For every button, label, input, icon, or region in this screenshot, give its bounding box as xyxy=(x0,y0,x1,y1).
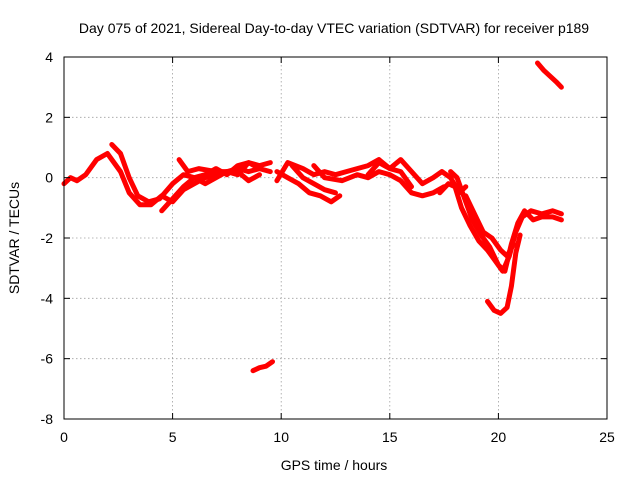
series-track-h xyxy=(311,163,447,199)
series-track-a xyxy=(61,151,273,208)
y-axis-label: SDTVAR / TECUs xyxy=(6,182,22,294)
series-track-i xyxy=(365,157,469,196)
x-tick-label: 25 xyxy=(599,429,615,445)
x-tick-label: 5 xyxy=(169,429,177,445)
y-tick-label: 4 xyxy=(45,49,53,65)
series-track-n xyxy=(535,60,564,90)
chart-title: Day 075 of 2021, Sidereal Day-to-day VTE… xyxy=(79,20,589,36)
x-tick-label: 15 xyxy=(382,429,398,445)
series-track-k xyxy=(448,169,564,274)
series-track-g xyxy=(289,163,338,196)
x-tick-label: 10 xyxy=(273,429,289,445)
y-tick-label: -8 xyxy=(41,411,54,427)
grid xyxy=(64,57,607,419)
series-track-b xyxy=(109,142,273,205)
y-tick-label: -2 xyxy=(41,230,54,246)
ticks: 0 5 10 15 20 25 -8 -6 -4 -2 0 2 4 xyxy=(41,49,615,445)
series-track-d xyxy=(176,157,262,184)
x-axis-label: GPS time / hours xyxy=(281,457,388,473)
series-track-m xyxy=(485,232,523,316)
y-tick-label: -4 xyxy=(41,290,54,306)
y-tick-label: 2 xyxy=(45,109,53,125)
x-tick-label: 20 xyxy=(491,429,507,445)
y-tick-label: 0 xyxy=(45,170,53,186)
series-track-o xyxy=(250,359,275,374)
series-track-l xyxy=(463,193,517,259)
series-layer xyxy=(61,60,564,374)
y-tick-label: -6 xyxy=(41,351,54,367)
series-track-j xyxy=(437,181,564,274)
x-tick-label: 0 xyxy=(60,429,68,445)
series-track-f xyxy=(274,169,343,205)
